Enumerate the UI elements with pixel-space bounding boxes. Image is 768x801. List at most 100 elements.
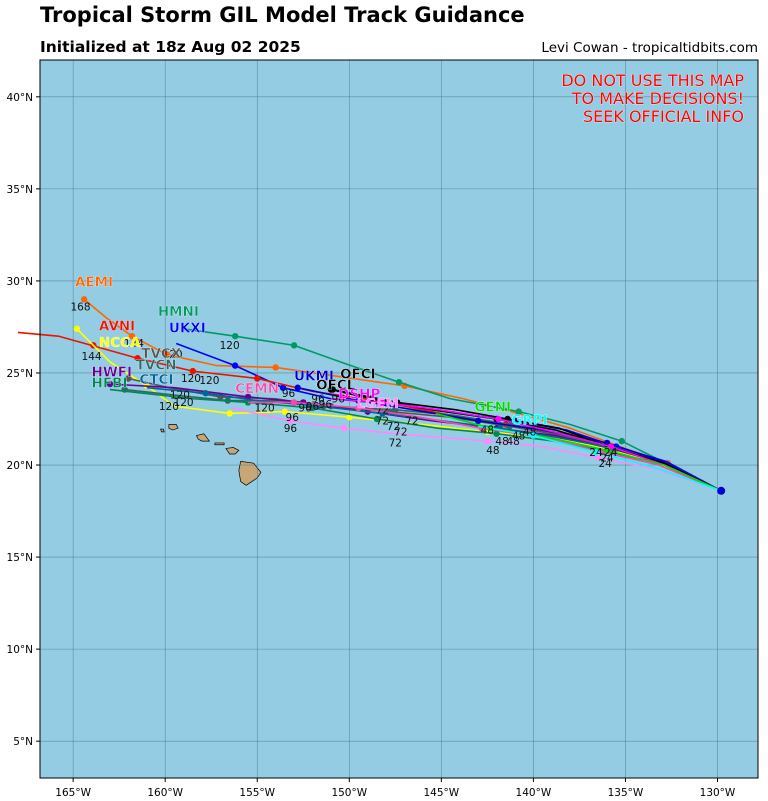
forecast-point-ncca: [226, 410, 233, 417]
lon-tick-label: 130°W: [700, 787, 736, 799]
hour-label: 48: [506, 436, 519, 448]
hour-label: 48: [481, 425, 494, 437]
island-kauai: [168, 424, 179, 431]
forecast-point-hmni: [290, 342, 298, 349]
map-title: Tropical Storm GIL Model Track Guidance: [40, 3, 525, 27]
track-line-lgem: [231, 407, 722, 492]
forecast-point-ncca: [73, 325, 81, 332]
forecast-point-aemi: [80, 296, 88, 303]
lat-tick-label: 40°N: [7, 92, 33, 104]
forecast-point-ukxi: [231, 362, 239, 369]
hour-label: 96: [306, 401, 320, 413]
lon-tick-label: 155°W: [239, 787, 275, 799]
model-label-avni: AVNI: [99, 319, 135, 335]
hour-label: 48: [486, 445, 499, 457]
forecast-point-tvcx: [125, 375, 132, 382]
lat-tick-label: 10°N: [7, 644, 33, 656]
forecast-point-cemn: [355, 404, 362, 412]
hour-label: 120: [163, 349, 183, 361]
forecast-point-aemi: [272, 364, 279, 371]
hour-label: 168: [70, 301, 90, 313]
credit-text: Levi Cowan - tropicaltidbits.com: [541, 40, 758, 56]
forecast-point-lgem: [287, 417, 294, 425]
model-label-tvcx: TVCX: [141, 346, 182, 362]
lat-tick-label: 35°N: [7, 184, 33, 196]
forecast-point-hwfi: [106, 380, 114, 388]
island-maui: [225, 447, 240, 455]
hour-label: 96: [311, 393, 325, 405]
hawaii-islands: [160, 424, 262, 486]
track-line-hmni: [183, 327, 722, 492]
forecast-point-hmni: [515, 408, 522, 415]
warning-text: DO NOT USE THIS MAP TO MAKE DECISIONS! S…: [561, 71, 745, 127]
hour-label: 72: [405, 416, 418, 428]
hour-label: 120: [170, 390, 190, 402]
model-label-hwfi: HWFI: [92, 365, 132, 381]
hour-label: 72: [387, 421, 400, 433]
forecast-point-aemi: [163, 351, 171, 358]
model-label-hfbi: HFBI: [92, 376, 128, 392]
hour-label: 120: [181, 373, 201, 385]
hour-label: 48: [512, 430, 525, 442]
forecast-point-avni: [189, 367, 197, 375]
forecast-point-ukmi: [474, 417, 482, 425]
lon-tick-label: 165°W: [55, 787, 91, 799]
hour-label: 96: [298, 403, 312, 415]
model-label-tvcn: TVCN: [136, 357, 177, 373]
model-label-ctci: CTCI: [139, 372, 173, 388]
forecast-point-ncca: [346, 413, 353, 421]
hour-label: 96: [284, 423, 298, 435]
forecast-point-geni: [603, 447, 611, 454]
forecast-point-hmni: [618, 437, 625, 445]
hour-label: 24: [589, 447, 603, 459]
lat-tick-label: 15°N: [7, 552, 33, 564]
warning-line-1: DO NOT USE THIS MAP: [561, 71, 744, 90]
hour-label: 120: [174, 397, 194, 409]
forecast-point-aemi: [128, 332, 136, 340]
forecast-point-avni: [254, 375, 261, 382]
forecast-point-tvcn: [392, 406, 399, 413]
lon-tick-label: 140°W: [516, 787, 552, 799]
lat-tick-label: 25°N: [7, 368, 33, 380]
model-label-hmni: HMNI: [158, 304, 199, 320]
forecast-point-grpi: [530, 432, 537, 439]
model-label-ncca: NCCA: [99, 335, 141, 351]
hour-label: 48: [523, 427, 536, 439]
hour-label: 96: [282, 388, 296, 400]
ocean-background: [40, 60, 758, 778]
model-label-ukmi: UKMI: [294, 368, 334, 384]
forecast-point-hfbi: [373, 415, 381, 423]
track-geni: [435, 412, 722, 492]
model-label-geni: GENI: [474, 400, 511, 416]
forecast-point-dshp: [495, 415, 502, 423]
axis-ticks: 165°W 160°W 155°W 150°W 145°W 140°W 135°W 130°W…: [7, 92, 736, 799]
model-label-grpi: GRPI: [511, 413, 547, 429]
warning-line-3: SEEK OFFICIAL INFO: [583, 107, 744, 126]
map-frame: [39, 59, 759, 779]
forecast-point-avni: [134, 355, 141, 362]
model-tracks: [17, 296, 726, 495]
init-time-subtitle: Initialized at 18z Aug 02 2025: [40, 38, 301, 56]
forecast-point-lgem: [484, 437, 491, 445]
forecast-point-ctci: [202, 390, 209, 397]
hour-label: 72: [394, 427, 407, 439]
lon-tick-label: 150°W: [331, 787, 367, 799]
forecast-point-ukxi: [279, 384, 287, 391]
lon-tick-label: 135°W: [608, 787, 644, 799]
track-hmni: [183, 327, 722, 492]
hour-label: 144: [124, 338, 144, 350]
forecast-point-hfbi: [493, 430, 500, 437]
hour-label: 120: [199, 375, 219, 387]
hour-label: 120: [255, 403, 275, 415]
warning-line-2: TO MAKE DECISIONS!: [571, 89, 744, 108]
hour-label: 96: [332, 393, 346, 405]
track-line-ofcl: [332, 388, 722, 492]
forecast-point-hmni: [395, 378, 403, 386]
hour-label: 120: [220, 340, 240, 352]
island-molokai: [214, 442, 225, 446]
model-label-dshp: DSHP: [338, 387, 380, 403]
hour-label: 72: [389, 438, 402, 450]
track-lgem: [231, 407, 722, 492]
forecast-point-ofcl: [329, 386, 336, 393]
